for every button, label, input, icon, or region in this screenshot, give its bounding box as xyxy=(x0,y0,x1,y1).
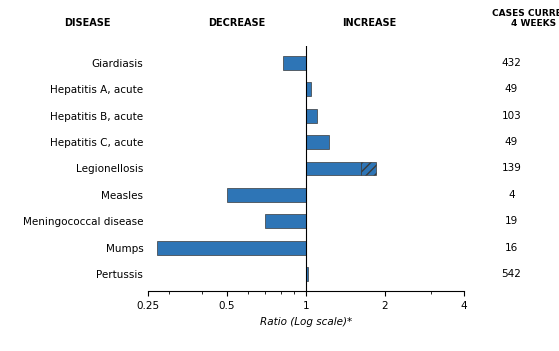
Text: CASES CURRENT
4 WEEKS: CASES CURRENT 4 WEEKS xyxy=(492,9,559,28)
Bar xyxy=(306,161,361,176)
Text: 103: 103 xyxy=(501,111,521,121)
Text: 49: 49 xyxy=(505,84,518,94)
Text: 19: 19 xyxy=(505,216,518,226)
Text: 16: 16 xyxy=(505,243,518,253)
Text: DISEASE: DISEASE xyxy=(64,19,111,28)
Bar xyxy=(227,188,306,202)
Text: DECREASE: DECREASE xyxy=(208,19,265,28)
Text: 139: 139 xyxy=(501,164,522,173)
X-axis label: Ratio (Log scale)*: Ratio (Log scale)* xyxy=(260,317,352,327)
Bar xyxy=(361,161,376,176)
Bar xyxy=(306,267,309,281)
Bar xyxy=(306,135,329,149)
Bar xyxy=(266,214,306,228)
Text: 4: 4 xyxy=(508,190,515,200)
Text: INCREASE: INCREASE xyxy=(342,19,396,28)
Text: 432: 432 xyxy=(501,58,522,68)
Bar xyxy=(283,56,306,69)
Bar xyxy=(306,82,310,96)
Bar xyxy=(306,109,317,122)
Text: 49: 49 xyxy=(505,137,518,147)
Bar xyxy=(157,241,306,254)
Text: 542: 542 xyxy=(501,269,522,279)
